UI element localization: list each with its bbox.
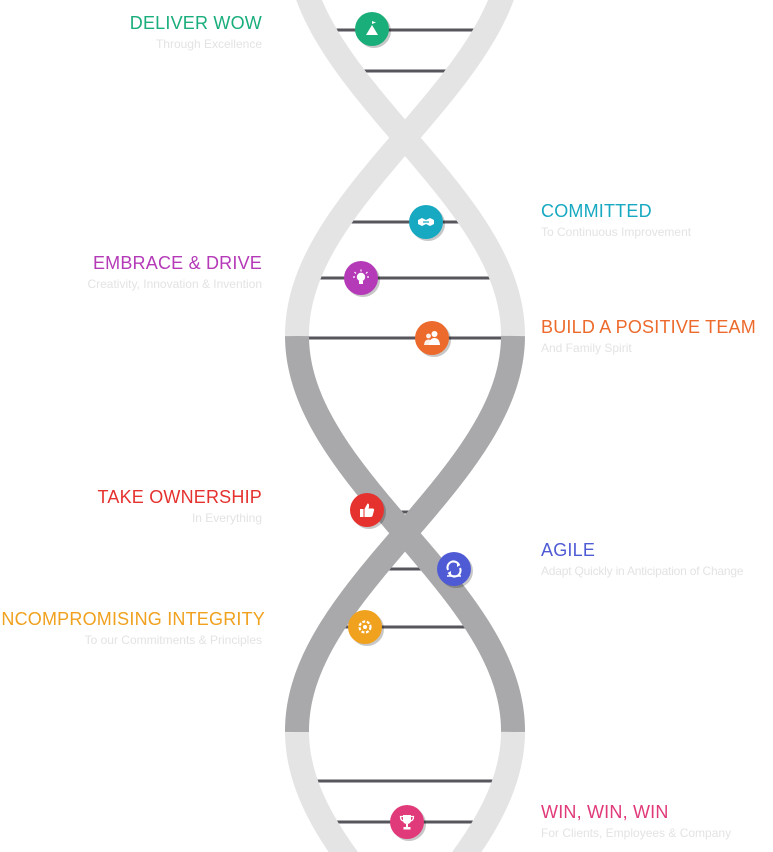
cycle-icon (437, 552, 471, 586)
value-title: AGILE (541, 540, 596, 560)
dna-strand-b (285, 335, 525, 733)
value-title: BUILD A POSITIVE TEAM (541, 317, 756, 337)
value-positive-team: BUILD A POSITIVE TEAM And Family Spirit (541, 316, 756, 356)
value-title: DELIVER WOW (129, 13, 262, 33)
dna-strand-a (285, 0, 514, 337)
value-title: COMMITTED (541, 201, 652, 221)
dna-strand-b (285, 731, 358, 852)
value-embrace-drive: EMBRACE & DRIVE Creativity, Innovation &… (87, 252, 262, 292)
value-subtitle: In Everything (191, 511, 262, 525)
value-subtitle: Through Excellence (155, 37, 262, 51)
value-win-win: WIN, WIN, WIN For Clients, Employees & C… (541, 801, 731, 841)
value-title: WIN, WIN, WIN (541, 802, 669, 822)
value-committed: COMMITTED To Continuous Improvement (541, 200, 691, 240)
value-subtitle: To our Commitments & Principles (84, 633, 262, 647)
trophy-icon (390, 805, 424, 839)
dna-strand-front (285, 0, 525, 852)
thumbs-up-icon (350, 493, 384, 527)
value-subtitle: Creativity, Innovation & Invention (87, 277, 262, 291)
flag-mountain-icon (355, 12, 389, 46)
value-subtitle: To Continuous Improvement (541, 225, 692, 239)
value-subtitle: And Family Spirit (541, 341, 632, 355)
handshake-icon (409, 205, 443, 239)
value-subtitle: Adapt Quickly in Anticipation of Change (541, 564, 744, 578)
value-title: UNCOMPROMISING INTEGRITY (0, 609, 265, 629)
lightbulb-icon (344, 261, 378, 295)
gear-ring-icon (348, 610, 382, 644)
people-icon (415, 321, 449, 355)
value-title: EMBRACE & DRIVE (92, 253, 262, 273)
value-title: TAKE OWNERSHIP (97, 487, 262, 507)
dna-strand-b (296, 0, 525, 337)
value-agile: AGILE Adapt Quickly in Anticipation of C… (541, 539, 744, 579)
value-integrity: UNCOMPROMISING INTEGRITY To our Commitme… (0, 608, 265, 648)
value-deliver-wow: DELIVER WOW Through Excellence (130, 12, 262, 52)
value-subtitle: For Clients, Employees & Company (541, 826, 732, 840)
value-take-ownership: TAKE OWNERSHIP In Everything (98, 486, 262, 526)
dna-strand-a (452, 731, 525, 852)
